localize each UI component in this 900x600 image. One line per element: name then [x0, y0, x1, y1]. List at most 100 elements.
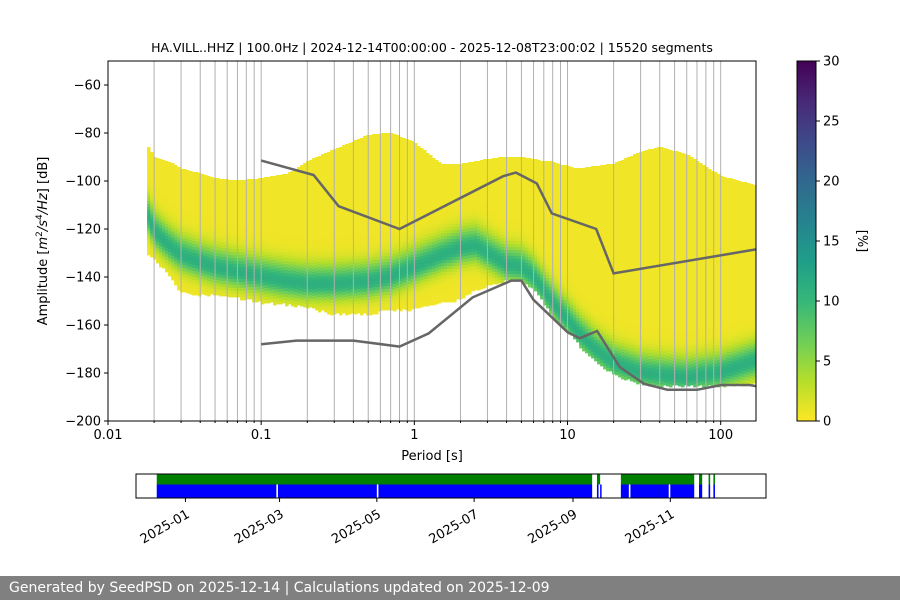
heatmap-cell [462, 229, 466, 233]
heatmap-cell [363, 166, 367, 170]
heatmap-cell [462, 205, 466, 209]
heatmap-cell [408, 296, 412, 300]
heatmap-cell [300, 198, 304, 202]
heatmap-cell [189, 291, 193, 295]
heatmap-cell [384, 208, 388, 212]
heatmap-cell [303, 250, 307, 254]
heatmap-cell [258, 205, 262, 209]
heatmap-cell [426, 252, 430, 256]
heatmap-cell [276, 301, 280, 305]
heatmap-cell [306, 272, 310, 276]
heatmap-cell [360, 282, 364, 286]
heatmap-cell [255, 272, 259, 276]
heatmap-cell [357, 304, 361, 308]
heatmap-cell [423, 195, 427, 199]
heatmap-cell [438, 294, 442, 298]
heatmap-cell [174, 249, 178, 253]
heatmap-cell [159, 228, 163, 232]
heatmap-cell [408, 146, 412, 150]
heatmap-cell [363, 274, 367, 278]
heatmap-cell [321, 280, 325, 284]
heatmap-cell [261, 259, 265, 263]
heatmap-cell [261, 283, 265, 287]
heatmap-cell [435, 175, 439, 179]
heatmap-cell [291, 195, 295, 199]
heatmap-cell [195, 172, 199, 176]
heatmap-cell [270, 266, 274, 270]
heatmap-cell [360, 153, 364, 157]
heatmap-cell [246, 227, 250, 231]
heatmap-cell [303, 286, 307, 290]
heatmap-cell [381, 292, 385, 296]
heatmap-cell [303, 178, 307, 182]
heatmap-cell [348, 212, 352, 216]
heatmap-cell [267, 231, 271, 235]
heatmap-cell [312, 254, 316, 258]
heatmap-cell [153, 250, 157, 254]
heatmap-cell [363, 211, 367, 215]
heatmap-cell [414, 173, 418, 177]
heatmap-cell [339, 147, 343, 151]
heatmap-cell [435, 241, 439, 245]
heatmap-cell [381, 265, 385, 269]
heatmap-cell [402, 306, 406, 310]
heatmap-cell [258, 181, 262, 185]
heatmap-cell [456, 293, 460, 297]
heatmap-cell [174, 168, 178, 172]
heatmap-cell [330, 150, 334, 154]
heatmap-cell [201, 210, 205, 214]
heatmap-cell [351, 190, 355, 194]
heatmap-cell [177, 176, 181, 180]
heatmap-cell [393, 197, 397, 201]
heatmap-cell [387, 133, 391, 137]
heatmap-cell [447, 254, 451, 258]
heatmap-cell [243, 294, 247, 298]
heatmap-cell [420, 214, 424, 218]
heatmap-cell [243, 225, 247, 229]
heatmap-cell [414, 176, 418, 180]
heatmap-cell [420, 298, 424, 302]
heatmap-cell [333, 305, 337, 309]
heatmap-cell [396, 156, 400, 160]
heatmap-cell [297, 275, 301, 279]
heatmap-cell [450, 275, 454, 279]
heatmap-cell [444, 281, 448, 285]
heatmap-cell [384, 244, 388, 248]
heatmap-cell [354, 293, 358, 297]
heatmap-cell [183, 211, 187, 215]
heatmap-cell [357, 181, 361, 185]
heatmap-cell [291, 297, 295, 301]
heatmap-cell [168, 261, 172, 265]
heatmap-cell [246, 236, 250, 240]
heatmap-cell [240, 225, 244, 229]
heatmap-cell [327, 200, 331, 204]
heatmap-cell [276, 262, 280, 266]
heatmap-cell [216, 280, 220, 284]
heatmap-cell [456, 206, 460, 210]
heatmap-cell [168, 192, 172, 196]
heatmap-cell [297, 272, 301, 276]
heatmap-cell [237, 240, 241, 244]
heatmap-cell [222, 260, 226, 264]
heatmap-cell [261, 181, 265, 185]
heatmap-cell [189, 273, 193, 277]
heatmap-cell [387, 220, 391, 224]
heatmap-cell [300, 264, 304, 268]
heatmap-cell [177, 188, 181, 192]
heatmap-cell [339, 246, 343, 250]
heatmap-cell [180, 256, 184, 260]
heatmap-cell [240, 270, 244, 274]
heatmap-cell [237, 198, 241, 202]
heatmap-cell [462, 169, 466, 173]
heatmap-cell [330, 207, 334, 211]
heatmap-cell [270, 272, 274, 276]
heatmap-cell [228, 231, 232, 235]
heatmap-cell [354, 272, 358, 276]
heatmap-cell [381, 304, 385, 308]
heatmap-cell [462, 190, 466, 194]
heatmap-cell [204, 232, 208, 236]
heatmap-cell [420, 271, 424, 275]
heatmap-cell [282, 261, 286, 265]
heatmap-cell [243, 255, 247, 259]
heatmap-cell [369, 195, 373, 199]
